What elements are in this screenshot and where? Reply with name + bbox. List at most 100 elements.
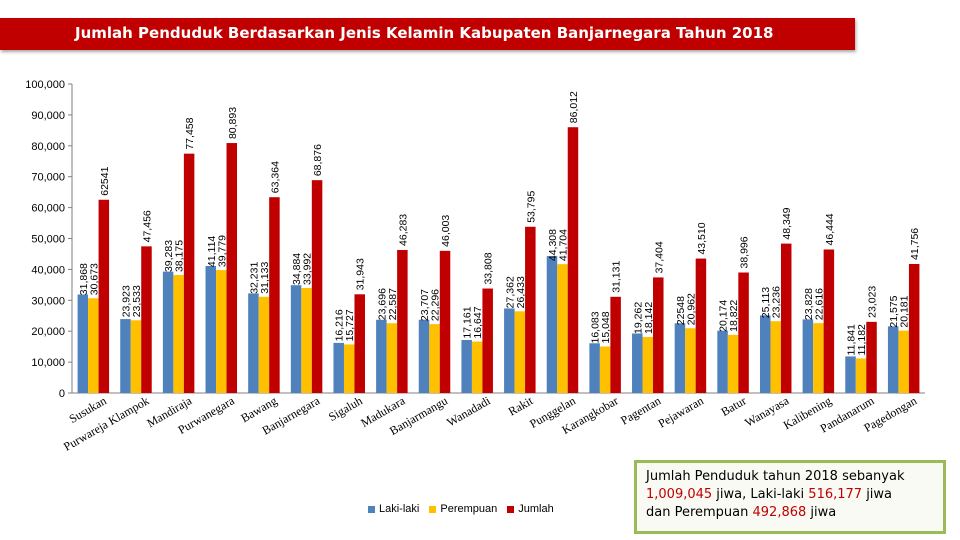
chart-legend: Laki-laki Perempuan Jumlah [368,503,554,515]
bar-perempuan-14 [685,328,696,393]
data-label-jumlah-18: 23,023 [867,286,879,318]
legend-item-perempuan: Perempuan [429,503,497,515]
bar-perempuan-16 [770,321,781,393]
bar-laki-laki-5 [290,285,302,393]
chart-axes: 0 10,000 20,000 30,000 40,000 50,000 60,000 70,… [25,79,925,400]
data-label-laki-laki-18: 11,841 [846,324,858,355]
data-label-jumlah-17: 46,444 [824,213,836,245]
y-tick-label: 20,000 [31,326,65,338]
bar-perempuan-10 [514,311,526,393]
data-label-perempuan-19: 20,181 [899,295,911,327]
bar-laki-laki-3 [205,265,217,393]
bar-laki-laki-1 [120,319,131,393]
y-tick-label: 40,000 [31,264,65,276]
data-label-perempuan-15: 18,822 [728,300,740,332]
bar-jumlah-19 [908,263,920,393]
bar-jumlah-17 [823,249,835,393]
data-label-laki-laki-3: 41,114 [206,236,218,267]
data-label-perempuan-2: 38,175 [174,240,186,272]
data-label-jumlah-4: 63,364 [269,161,281,193]
y-tick-label: 90,000 [31,110,65,122]
data-label-jumlah-14: 43,510 [696,222,708,254]
bar-jumlah-1 [141,246,152,393]
chart-title: Jumlah Penduduk Berdasarkan Jenis Kelami… [75,24,774,42]
note-mid2: jiwa [862,487,893,502]
data-label-perempuan-8: 22,296 [430,289,442,321]
legend-label-jumlah: Jumlah [518,503,554,515]
bar-perempuan-13 [642,336,654,393]
bar-laki-laki-2 [162,271,174,393]
bar-jumlah-18 [866,321,877,393]
bar-jumlah-0 [98,199,110,393]
bar-jumlah-10 [525,226,536,393]
bar-jumlah-3 [226,143,238,393]
note-perempuan: 492,868 [752,505,807,520]
data-label-laki-laki-10: 27,362 [504,276,516,308]
bar-laki-laki-8 [418,319,430,393]
data-label-jumlah-3: 80,893 [227,107,239,139]
bar-jumlah-2 [183,153,195,393]
y-tick-label: 60,000 [31,203,65,215]
data-label-perempuan-7: 22,587 [387,288,399,320]
y-tick-label: 10,000 [31,357,65,369]
bar-perempuan-18 [855,358,867,393]
bar-jumlah-9 [482,288,493,393]
bar-laki-laki-18 [845,356,856,393]
legend-swatch-perempuan [429,505,437,513]
y-tick-label: 100,000 [25,79,65,91]
data-label-perempuan-3: 39,779 [216,235,228,267]
bar-jumlah-4 [269,197,280,393]
bar-jumlah-15 [738,272,749,393]
bar-perempuan-6 [343,344,355,393]
bar-perempuan-1 [130,320,142,393]
bar-jumlah-16 [780,243,792,393]
data-label-laki-laki-8: 23,707 [419,289,431,321]
bar-laki-laki-10 [504,308,515,393]
data-label-jumlah-16: 48,349 [781,207,793,239]
bar-perempuan-15 [727,334,739,393]
data-label-jumlah-1: 47,456 [141,210,153,242]
data-label-laki-laki-19: 21,575 [888,295,900,327]
category-label-13: Pagentan [618,393,663,427]
data-label-laki-laki-14: 22548 [675,296,687,325]
data-label-perempuan-13: 18,142 [643,302,655,334]
bar-perempuan-12 [599,346,611,393]
data-label-jumlah-11: 86,012 [568,91,580,123]
bar-jumlah-5 [311,180,323,393]
bar-laki-laki-13 [632,333,643,393]
data-label-laki-laki-2: 39,283 [163,240,175,272]
data-label-jumlah-10: 53,795 [525,190,537,222]
legend-item-laki: Laki-laki [368,503,419,515]
data-label-jumlah-13: 37,404 [653,241,665,273]
data-label-laki-laki-4: 32,231 [248,262,260,294]
bar-jumlah-14 [695,258,707,393]
note-mid1: jiwa, Laki-laki [712,487,809,502]
bar-laki-laki-16 [759,315,771,393]
bar-perempuan-7 [386,323,398,393]
bar-laki-laki-15 [717,330,728,393]
data-label-jumlah-5: 68,876 [312,144,324,176]
data-label-perempuan-16: 23,236 [771,286,783,318]
data-label-perempuan-14: 20,962 [685,293,697,325]
bar-laki-laki-17 [802,319,814,393]
data-label-perempuan-11: 41,704 [557,229,569,261]
legend-item-jumlah: Jumlah [507,503,554,515]
data-label-laki-laki-11: 44,308 [547,229,559,261]
bar-perempuan-5 [301,287,312,393]
data-label-perempuan-5: 33,992 [302,253,314,285]
bar-perempuan-19 [898,330,909,393]
data-label-laki-laki-0: 31,868 [78,263,90,295]
bar-perempuan-0 [88,298,99,393]
data-label-laki-laki-16: 25,113 [760,287,772,318]
bar-jumlah-7 [397,249,408,393]
data-label-laki-laki-5: 34,884 [291,253,303,285]
note-mid3: dan Perempuan [646,505,753,520]
y-tick-label: 50,000 [31,234,65,246]
bar-perempuan-11 [557,264,568,393]
y-tick-label: 0 [59,388,65,400]
data-label-laki-laki-1: 23,923 [120,285,132,317]
data-label-jumlah-19: 41,756 [909,228,921,260]
category-label-14: Pejawaran [656,393,706,430]
